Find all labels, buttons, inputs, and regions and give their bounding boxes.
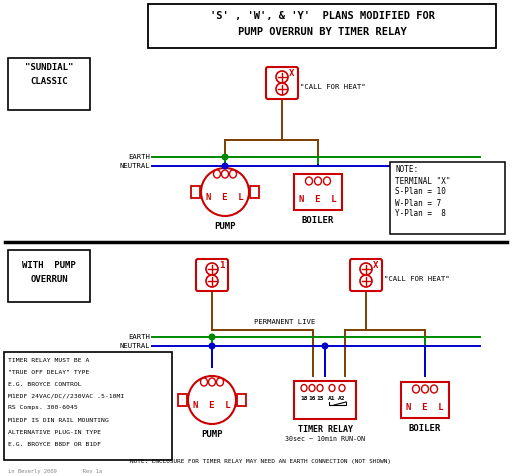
Text: NEUTRAL: NEUTRAL — [119, 343, 150, 349]
Circle shape — [206, 263, 218, 275]
Ellipse shape — [314, 177, 322, 185]
Text: 15: 15 — [316, 396, 324, 400]
Text: in Beverly 2009        Rev 1a: in Beverly 2009 Rev 1a — [8, 469, 102, 475]
Ellipse shape — [217, 378, 224, 386]
Ellipse shape — [306, 177, 312, 185]
Ellipse shape — [324, 177, 331, 185]
Circle shape — [322, 343, 328, 349]
Circle shape — [276, 83, 288, 95]
Ellipse shape — [309, 385, 315, 391]
Text: PUMP: PUMP — [214, 222, 236, 231]
Text: EARTH: EARTH — [128, 154, 150, 160]
Text: NOTE: ENCLOSURE FOR TIMER RELAY MAY NEED AN EARTH CONNECTION (NOT SHOWN): NOTE: ENCLOSURE FOR TIMER RELAY MAY NEED… — [130, 459, 391, 465]
Circle shape — [209, 343, 215, 349]
Ellipse shape — [301, 385, 307, 391]
Text: PUMP OVERRUN BY TIMER RELAY: PUMP OVERRUN BY TIMER RELAY — [238, 27, 407, 37]
Text: M1EDF 24VAC/DC//230VAC .5-10MI: M1EDF 24VAC/DC//230VAC .5-10MI — [8, 394, 124, 398]
Ellipse shape — [208, 378, 216, 386]
Ellipse shape — [431, 385, 437, 393]
FancyBboxPatch shape — [191, 186, 200, 198]
FancyBboxPatch shape — [350, 259, 382, 291]
Text: NOTE:: NOTE: — [395, 166, 418, 175]
Text: N  E  L: N E L — [406, 403, 444, 411]
Ellipse shape — [214, 170, 221, 178]
Text: 18: 18 — [300, 396, 308, 400]
FancyBboxPatch shape — [8, 250, 90, 302]
Text: 30sec ~ 10min RUN-ON: 30sec ~ 10min RUN-ON — [285, 436, 365, 442]
Ellipse shape — [413, 385, 419, 393]
Text: TERMINAL "X": TERMINAL "X" — [395, 177, 451, 186]
Text: S-Plan = 10: S-Plan = 10 — [395, 188, 446, 197]
Text: "SUNDIAL": "SUNDIAL" — [25, 63, 73, 72]
FancyBboxPatch shape — [390, 162, 505, 234]
FancyBboxPatch shape — [4, 352, 172, 460]
Text: 1: 1 — [219, 260, 225, 269]
Text: N  E  L: N E L — [206, 194, 244, 202]
Text: RS Comps. 300-6045: RS Comps. 300-6045 — [8, 406, 78, 410]
Ellipse shape — [317, 385, 323, 391]
Ellipse shape — [421, 385, 429, 393]
Text: "CALL FOR HEAT": "CALL FOR HEAT" — [300, 84, 366, 90]
Circle shape — [360, 275, 372, 287]
Text: OVERRUN: OVERRUN — [30, 275, 68, 284]
Circle shape — [206, 275, 218, 287]
FancyBboxPatch shape — [237, 394, 246, 406]
FancyBboxPatch shape — [401, 382, 449, 418]
Text: 16: 16 — [308, 396, 316, 400]
Text: PERMANENT LIVE: PERMANENT LIVE — [254, 319, 315, 325]
FancyBboxPatch shape — [266, 67, 298, 99]
Ellipse shape — [201, 378, 207, 386]
Text: N  E  L: N E L — [299, 195, 337, 204]
Circle shape — [188, 376, 236, 424]
Text: NEUTRAL: NEUTRAL — [119, 163, 150, 169]
FancyBboxPatch shape — [250, 186, 259, 198]
FancyBboxPatch shape — [178, 394, 187, 406]
Circle shape — [222, 163, 228, 169]
Circle shape — [222, 154, 228, 160]
Ellipse shape — [339, 385, 345, 391]
Text: X: X — [289, 69, 295, 78]
Text: BOILER: BOILER — [409, 424, 441, 433]
Text: W-Plan = 7: W-Plan = 7 — [395, 198, 441, 208]
Text: TIMER RELAY MUST BE A: TIMER RELAY MUST BE A — [8, 357, 90, 363]
Text: BOILER: BOILER — [302, 216, 334, 225]
FancyBboxPatch shape — [294, 174, 342, 210]
Ellipse shape — [229, 170, 237, 178]
Text: A2: A2 — [338, 396, 346, 400]
Text: E.G. BROYCE B8DF OR B1DF: E.G. BROYCE B8DF OR B1DF — [8, 442, 101, 446]
FancyBboxPatch shape — [196, 259, 228, 291]
Text: X: X — [373, 260, 379, 269]
Text: CLASSIC: CLASSIC — [30, 78, 68, 87]
Circle shape — [360, 263, 372, 275]
Text: M1EDF IS DIN RAIL MOUNTING: M1EDF IS DIN RAIL MOUNTING — [8, 417, 109, 423]
Ellipse shape — [329, 385, 335, 391]
Ellipse shape — [222, 170, 228, 178]
FancyBboxPatch shape — [8, 58, 90, 110]
FancyBboxPatch shape — [148, 4, 496, 48]
Text: PUMP: PUMP — [201, 430, 223, 439]
Text: WITH  PUMP: WITH PUMP — [22, 260, 76, 269]
Text: "CALL FOR HEAT": "CALL FOR HEAT" — [384, 276, 450, 282]
Text: TIMER RELAY: TIMER RELAY — [297, 425, 352, 434]
Text: EARTH: EARTH — [128, 334, 150, 340]
Text: E.G. BROYCE CONTROL: E.G. BROYCE CONTROL — [8, 381, 81, 387]
Text: "TRUE OFF DELAY" TYPE: "TRUE OFF DELAY" TYPE — [8, 369, 90, 375]
Text: N  E  L: N E L — [193, 401, 231, 410]
FancyBboxPatch shape — [294, 381, 356, 419]
Text: Y-Plan =  8: Y-Plan = 8 — [395, 209, 446, 218]
Text: ALTERNATIVE PLUG-IN TYPE: ALTERNATIVE PLUG-IN TYPE — [8, 429, 101, 435]
Text: A1: A1 — [328, 396, 336, 400]
Circle shape — [201, 168, 249, 216]
Text: 'S' , 'W', & 'Y'  PLANS MODIFIED FOR: 'S' , 'W', & 'Y' PLANS MODIFIED FOR — [209, 11, 435, 21]
Circle shape — [276, 71, 288, 83]
Circle shape — [209, 334, 215, 340]
